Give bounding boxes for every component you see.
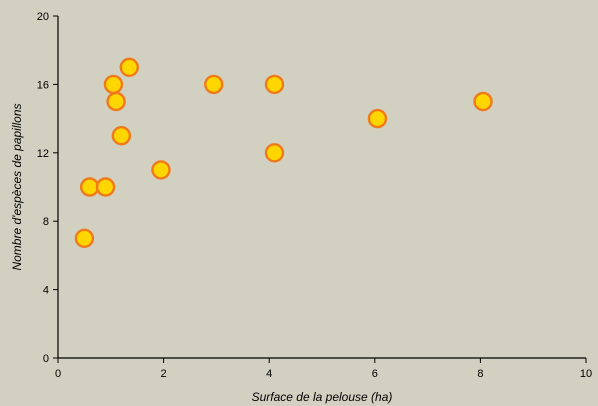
y-tick-label: 16 — [37, 79, 49, 91]
data-point — [151, 160, 171, 180]
x-tick-label: 2 — [161, 368, 167, 380]
data-point — [119, 57, 139, 78]
data-point — [204, 74, 224, 95]
y-tick-label: 0 — [43, 353, 49, 365]
y-tick-label: 4 — [43, 285, 49, 297]
data-point — [367, 108, 388, 129]
x-tick-label: 0 — [55, 368, 61, 380]
x-tick-label: 8 — [477, 368, 483, 380]
data-point — [264, 74, 285, 95]
x-tick-label: 6 — [372, 368, 378, 380]
x-axis-ticks: 0 2 4 6 8 10 — [55, 358, 592, 380]
y-axis-ticks: 0 4 8 12 16 20 — [37, 11, 58, 365]
data-point — [106, 91, 126, 112]
y-tick-label: 20 — [37, 11, 49, 23]
y-tick-label: 8 — [43, 216, 49, 228]
y-tick-label: 12 — [37, 148, 49, 160]
data-point — [111, 125, 132, 146]
x-axis-title: Surface de la pelouse (ha) — [252, 390, 393, 404]
x-tick-label: 10 — [580, 368, 592, 380]
y-axis-title: Nombre d'espèces de papillons — [10, 103, 24, 270]
data-point — [473, 91, 493, 112]
data-point — [103, 74, 124, 95]
data-point — [264, 143, 285, 163]
data-points — [74, 57, 493, 249]
data-point — [79, 177, 100, 197]
x-tick-label: 4 — [266, 368, 272, 380]
data-point — [95, 177, 116, 197]
data-point — [74, 228, 95, 249]
